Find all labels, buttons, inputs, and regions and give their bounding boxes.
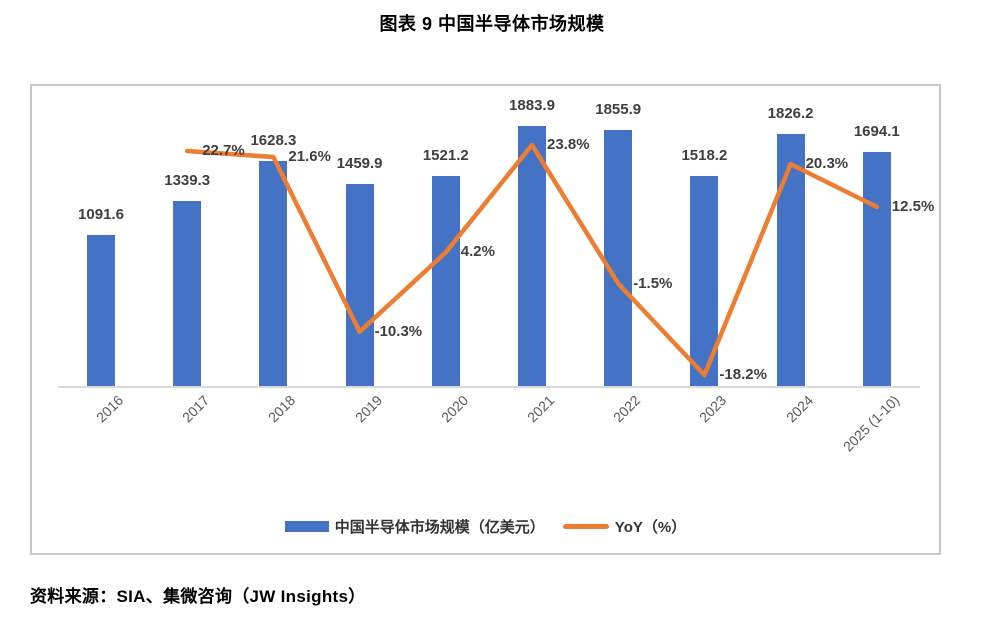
chart-title: 图表 9 中国半导体市场规模 [379, 14, 605, 34]
bar-value-label-2022: 1855.9 [595, 100, 642, 118]
legend-bar-swatch [284, 521, 329, 532]
yoy-value-label-2017: 22.7% [202, 142, 245, 160]
yoy-value-label-2021: 23.8% [547, 136, 590, 153]
bar-value-label-2023: 1518.2 [681, 147, 728, 165]
bar-value-label-2021: 1883.9 [509, 96, 555, 114]
bar-2018 [259, 161, 288, 386]
bar-2025 (1-10) [862, 152, 891, 386]
yoy-value-label-2019: -10.3% [374, 322, 423, 340]
yoy-value-label-2022: -1.5% [633, 274, 673, 292]
legend: 中国半导体市场规模（亿美元） YoY（%） [32, 516, 939, 537]
bar-2021 [518, 125, 546, 386]
yoy-value-label-2025 (1-10): 12.5% [891, 197, 935, 215]
bar-2016 [87, 235, 115, 386]
x-axis-line [58, 386, 920, 388]
bar-value-label-2018: 1628.3 [250, 132, 297, 150]
bar-2023 [690, 176, 719, 386]
source-note: 资料来源：SIA、集微咨询（JW Insights） [30, 587, 366, 606]
plot-area: 1091.6 1339.3 22.7% 1628.3 21.6% 1459.9 -10.3%… [32, 86, 939, 553]
bar-value-label-2024: 1826.2 [767, 104, 814, 122]
bar-2020 [431, 175, 460, 386]
yoy-value-label-2024: 20.3% [805, 155, 849, 173]
yoy-value-label-2023: -18.2% [719, 365, 767, 383]
bar-2019 [345, 184, 374, 386]
bar-value-label-2025 (1-10): 1694.1 [853, 123, 900, 141]
bar-2024 [776, 133, 805, 386]
bar-2017 [173, 201, 202, 386]
bar-2022 [604, 129, 633, 386]
legend-bar-label: 中国半导体市场规模（亿美元） [334, 519, 545, 536]
yoy-value-label-2020: 4.2% [460, 243, 495, 261]
chart-container: 1091.6 1339.3 22.7% 1628.3 21.6% 1459.9 -10.3%… [30, 84, 941, 555]
bar-value-label-2019: 1459.9 [336, 155, 383, 173]
legend-line-swatch [562, 524, 609, 529]
bar-value-label-2016: 1091.6 [78, 206, 124, 224]
legend-line-label: YoY（%） [614, 519, 687, 536]
bar-value-label-2020: 1521.2 [422, 146, 469, 164]
bar-value-label-2017: 1339.3 [164, 172, 211, 190]
yoy-value-label-2018: 21.6% [288, 148, 331, 166]
